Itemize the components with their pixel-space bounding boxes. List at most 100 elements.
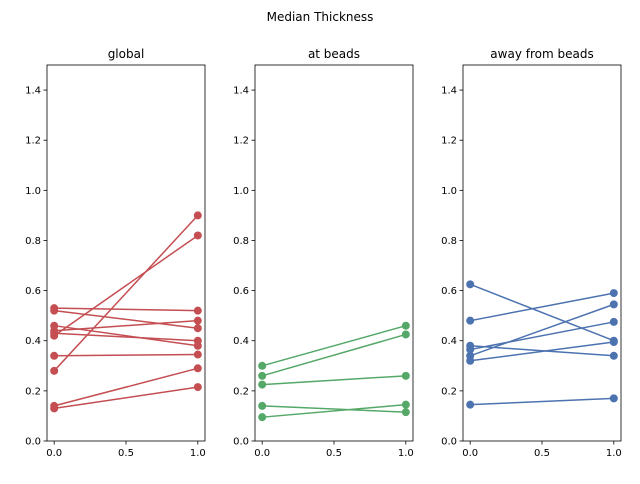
data-point: [50, 306, 59, 315]
data-point: [50, 404, 59, 413]
data-point: [193, 364, 202, 373]
y-tick-label: 0.4: [233, 336, 249, 347]
data-point: [466, 316, 475, 325]
data-point: [258, 361, 267, 370]
panel-title: global: [108, 47, 145, 61]
series-line: [54, 353, 198, 357]
y-tick-label: 0.8: [233, 236, 249, 247]
data-point: [609, 394, 618, 403]
series-line-4: [466, 317, 618, 354]
data-point: [193, 336, 202, 345]
series-line-6: [466, 337, 618, 365]
x-tick-label: 0.5: [326, 448, 342, 459]
series-line-1: [258, 321, 410, 370]
y-tick-label: 1.4: [233, 86, 249, 97]
series-line: [470, 397, 614, 406]
data-point: [401, 330, 410, 339]
data-point: [401, 400, 410, 409]
panel-away-from-beads: away from beads 0.0 0.2 0.4 0.6 0.8 1.0 1.2 1.4 0…: [441, 47, 622, 459]
panel-title: at beads: [308, 47, 360, 61]
series-line: [54, 319, 198, 332]
y-tick-label: 1.0: [25, 186, 41, 197]
panel-global: global 0.0 0.2 0.4 0.6 0.8 1.0 1.2 1.4 0.0 0.5 1.0: [25, 47, 206, 459]
series-line: [470, 321, 614, 351]
series-line-2: [466, 289, 618, 325]
y-tick-label: 0.0: [441, 437, 457, 448]
x-tick-label: 1.0: [398, 448, 414, 459]
series-line: [262, 403, 406, 418]
data-point: [609, 337, 618, 346]
x-tick-label: 0.0: [462, 448, 478, 459]
y-tick-label: 0.6: [25, 286, 41, 297]
series-line: [53, 214, 199, 372]
y-tick-label: 0.0: [25, 437, 41, 448]
data-point: [258, 380, 267, 389]
series-line-2: [258, 330, 410, 380]
y-tick-label: 0.6: [233, 286, 249, 297]
x-tick-label: 0.5: [118, 448, 134, 459]
series-line: [261, 333, 407, 377]
x-tick-label: 1.0: [606, 448, 622, 459]
series-line: [469, 283, 615, 342]
data-point: [609, 351, 618, 360]
x-tick-label: 0.0: [46, 448, 62, 459]
y-tick-label: 0.0: [233, 437, 249, 448]
data-point: [193, 324, 202, 333]
data-point: [258, 413, 267, 422]
series-line: [54, 332, 198, 342]
y-tick-label: 1.0: [441, 186, 457, 197]
x-tick-label: 0.0: [254, 448, 270, 459]
y-tick-label: 0.2: [25, 386, 41, 397]
data-point: [466, 400, 475, 409]
y-tick-label: 1.2: [441, 136, 457, 147]
series-line-2: [50, 306, 202, 333]
data-point: [50, 366, 59, 375]
suptitle: Median Thickness: [267, 10, 374, 24]
series-line: [262, 375, 406, 386]
series-line-10: [50, 383, 202, 413]
data-point: [466, 345, 475, 354]
series-line-3: [258, 371, 410, 389]
y-tick-label: 0.8: [441, 236, 457, 247]
y-tick-label: 1.4: [25, 86, 41, 97]
data-point: [193, 383, 202, 392]
series-line: [470, 341, 614, 362]
subplots: global 0.0 0.2 0.4 0.6 0.8 1.0 1.2 1.4 0.0 0.5 1.0 a…: [25, 47, 622, 459]
data-point: [466, 280, 475, 289]
panel-title: away from beads: [490, 47, 593, 61]
series-line-9: [50, 364, 202, 410]
data-point: [193, 231, 202, 240]
series-line: [261, 324, 407, 367]
series-line-5: [258, 400, 410, 422]
series-line-6: [50, 231, 202, 340]
series-line-7: [50, 350, 202, 360]
y-tick-label: 0.6: [441, 286, 457, 297]
data-point: [609, 289, 618, 298]
series-line: [470, 292, 614, 322]
data-point: [609, 317, 618, 326]
series-line-8: [50, 211, 202, 375]
data-point: [193, 350, 202, 359]
series-line: [54, 307, 198, 312]
series-line-4: [258, 401, 410, 417]
x-tick-label: 1.0: [190, 448, 206, 459]
series-line: [262, 405, 406, 413]
y-tick-label: 1.0: [233, 186, 249, 197]
data-point: [258, 401, 267, 410]
series-line: [54, 309, 198, 329]
data-point: [258, 371, 267, 380]
series-line: [53, 367, 199, 407]
y-tick-label: 0.4: [441, 336, 457, 347]
series-line: [469, 303, 615, 357]
data-point: [50, 331, 59, 340]
data-point: [401, 321, 410, 330]
y-tick-label: 0.8: [25, 236, 41, 247]
data-point: [193, 316, 202, 325]
y-tick-label: 1.2: [233, 136, 249, 147]
y-tick-label: 0.2: [233, 386, 249, 397]
data-point: [50, 351, 59, 360]
y-tick-label: 0.2: [441, 386, 457, 397]
data-point: [466, 356, 475, 365]
x-tick-label: 0.5: [534, 448, 550, 459]
